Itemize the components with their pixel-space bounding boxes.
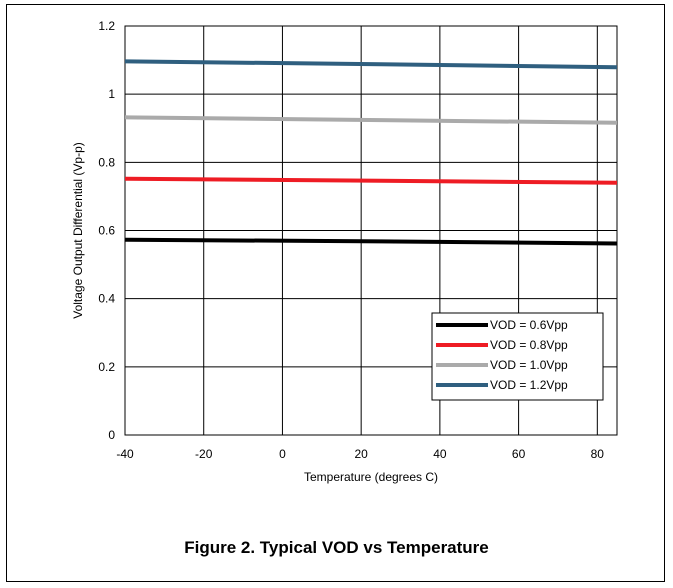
y-tick-label: 0 [108, 428, 115, 442]
legend: VOD = 0.6Vpp VOD = 0.8Vpp VOD = 1.0Vpp VOD … [431, 312, 604, 401]
figure-frame [6, 4, 665, 582]
series-lines [124, 59, 618, 246]
legend-label-3: VOD = 1.0Vpp [490, 358, 568, 372]
legend-label-1: VOD = 0.6Vpp [490, 318, 568, 332]
series-line-4 [124, 59, 618, 70]
y-tick-label: 1.2 [98, 19, 115, 33]
x-tick-label: 80 [591, 447, 605, 461]
y-tick-label: 0.4 [98, 292, 115, 306]
x-tick-label: 40 [433, 447, 447, 461]
y-axis-title: Voltage Output Differential (Vp-p) [71, 142, 85, 319]
x-tick-label: 60 [512, 447, 526, 461]
x-tick-label: -40 [116, 447, 134, 461]
x-tick-label: -20 [195, 447, 213, 461]
y-tick-label: 0.2 [98, 360, 115, 374]
series-line-3 [124, 115, 618, 125]
series-line-2 [124, 176, 618, 185]
legend-label-2: VOD = 0.8Vpp [490, 338, 568, 352]
x-axis-ticks: -40 -20 0 20 40 60 80 [116, 447, 604, 461]
y-tick-label: 0.8 [98, 155, 115, 169]
x-axis-title: Temperature (degrees C) [304, 470, 438, 484]
figure-caption: Figure 2. Typical VOD vs Temperature [184, 538, 489, 557]
plot-area [124, 25, 618, 436]
y-axis-ticks: 0 0.2 0.4 0.6 0.8 1 1.2 [98, 19, 115, 442]
series-line-1 [124, 237, 618, 246]
x-tick-label: 0 [279, 447, 286, 461]
y-tick-label: 1 [108, 87, 115, 101]
y-tick-label: 0.6 [98, 224, 115, 238]
x-tick-label: 20 [354, 447, 368, 461]
grid [124, 25, 617, 436]
legend-label-4: VOD = 1.2Vpp [490, 378, 568, 392]
